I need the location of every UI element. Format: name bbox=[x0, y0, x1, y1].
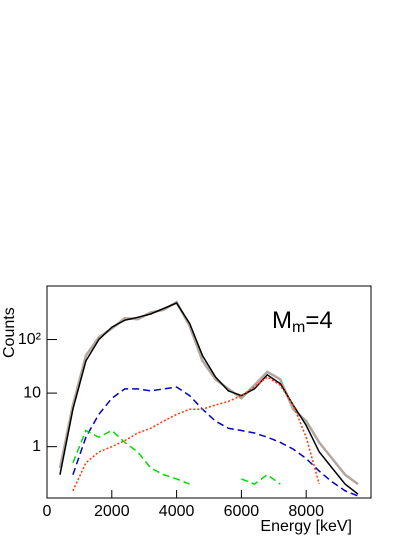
series-line bbox=[59, 302, 359, 495]
y-tick-label: 1 bbox=[32, 438, 41, 455]
x-tick-label: 0 bbox=[43, 503, 52, 520]
annotation: Mm=4 bbox=[272, 307, 333, 336]
y-axis-label: Counts bbox=[1, 307, 18, 358]
series-line bbox=[72, 429, 281, 485]
x-tick-label: 4000 bbox=[159, 503, 195, 520]
annotation-sub: m bbox=[292, 319, 305, 336]
y-tick-label: 10² bbox=[18, 331, 42, 348]
series-line bbox=[72, 386, 359, 497]
annotation-rest: =4 bbox=[305, 307, 332, 334]
x-tick-label: 2000 bbox=[94, 503, 130, 520]
annotation-base: M bbox=[272, 307, 292, 334]
x-tick-label: 8000 bbox=[288, 503, 324, 520]
y-tick-label: 10 bbox=[23, 384, 41, 401]
plot-frame bbox=[46, 285, 372, 499]
x-axis-label: Energy [keV] bbox=[260, 518, 352, 535]
series-line bbox=[72, 376, 320, 492]
x-tick-label: 6000 bbox=[224, 503, 260, 520]
